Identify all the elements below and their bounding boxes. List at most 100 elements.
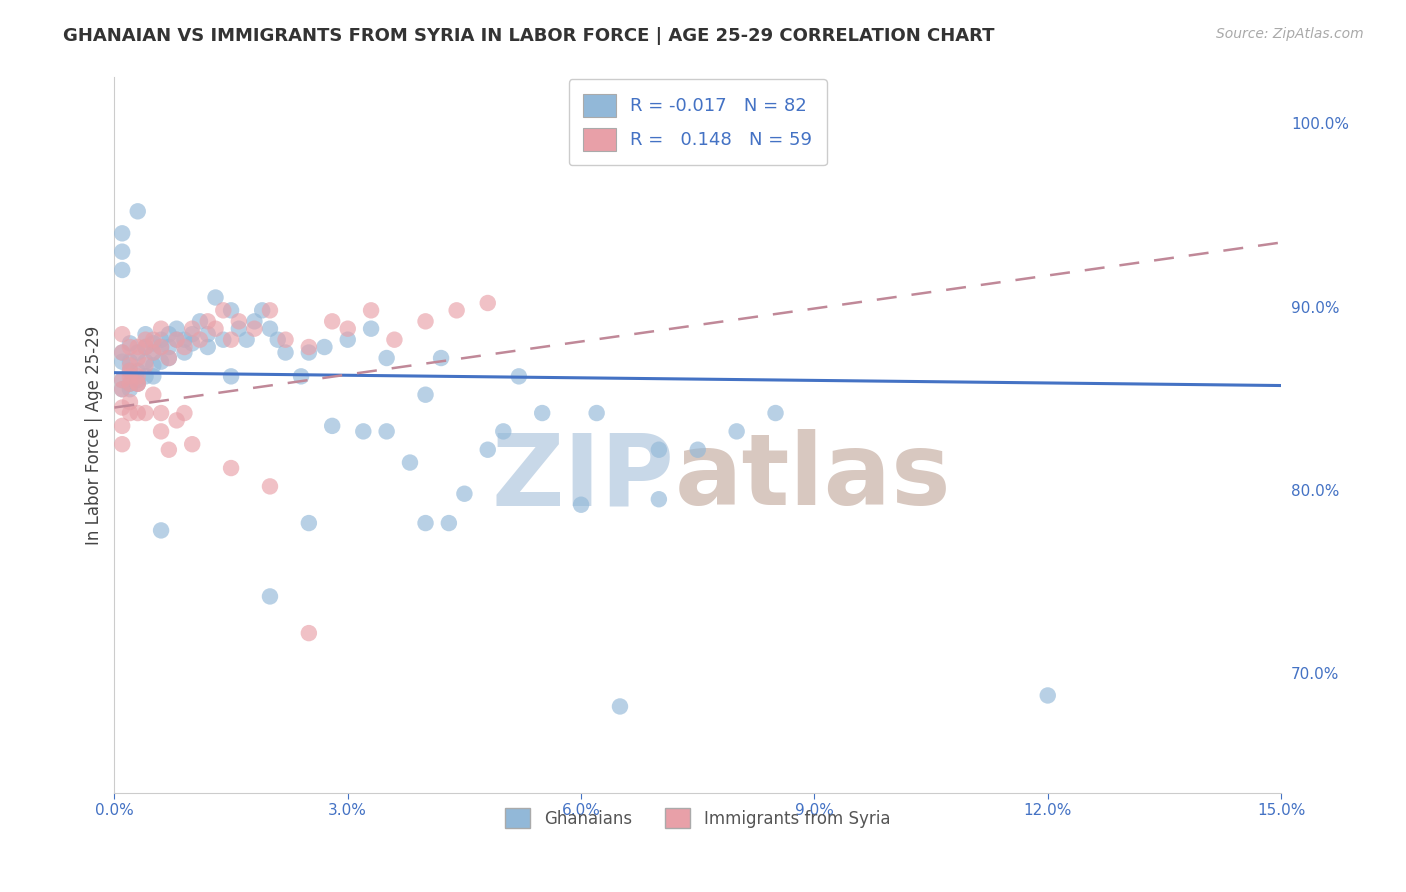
Point — [188, 314, 211, 328]
Point — [111, 382, 134, 396]
Point — [686, 442, 709, 457]
Point — [274, 345, 297, 359]
Point — [157, 351, 180, 365]
Point — [166, 321, 188, 335]
Point — [531, 406, 554, 420]
Point — [181, 437, 204, 451]
Point — [150, 406, 173, 420]
Point — [188, 333, 211, 347]
Point — [243, 321, 266, 335]
Point — [118, 376, 141, 391]
Point — [298, 626, 321, 640]
Point — [336, 321, 359, 335]
Point — [166, 333, 188, 347]
Point — [111, 244, 134, 259]
Point — [150, 340, 173, 354]
Point — [157, 327, 180, 342]
Point — [437, 516, 460, 530]
Point — [142, 369, 165, 384]
Text: ZIP: ZIP — [492, 429, 675, 526]
Point — [118, 406, 141, 420]
Point — [181, 336, 204, 351]
Point — [127, 345, 149, 359]
Point — [111, 263, 134, 277]
Point — [127, 406, 149, 420]
Point — [142, 336, 165, 351]
Point — [585, 406, 607, 420]
Point — [150, 425, 173, 439]
Point — [150, 321, 173, 335]
Point — [111, 345, 134, 359]
Point — [446, 303, 468, 318]
Point — [1036, 689, 1059, 703]
Point — [135, 359, 157, 373]
Point — [274, 333, 297, 347]
Point — [118, 364, 141, 378]
Point — [314, 340, 336, 354]
Point — [384, 333, 406, 347]
Point — [118, 395, 141, 409]
Point — [127, 376, 149, 391]
Point — [235, 333, 257, 347]
Point — [219, 461, 242, 475]
Point — [415, 516, 437, 530]
Point — [127, 369, 149, 384]
Point — [321, 314, 343, 328]
Point — [609, 699, 631, 714]
Point — [111, 373, 134, 387]
Point — [336, 333, 359, 347]
Point — [127, 364, 149, 378]
Point — [243, 314, 266, 328]
Point — [111, 354, 134, 368]
Point — [111, 401, 134, 415]
Point — [259, 303, 281, 318]
Point — [173, 406, 195, 420]
Point — [219, 303, 242, 318]
Point — [111, 345, 134, 359]
Point — [259, 590, 281, 604]
Point — [150, 524, 173, 538]
Point — [127, 373, 149, 387]
Point — [157, 442, 180, 457]
Point — [127, 340, 149, 354]
Point — [181, 321, 204, 335]
Point — [298, 340, 321, 354]
Point — [197, 340, 219, 354]
Point — [135, 354, 157, 368]
Point — [135, 333, 157, 347]
Point — [765, 406, 787, 420]
Point — [173, 340, 195, 354]
Point — [492, 425, 515, 439]
Point — [118, 376, 141, 391]
Point — [157, 340, 180, 354]
Point — [259, 479, 281, 493]
Point — [298, 516, 321, 530]
Point — [375, 425, 398, 439]
Point — [173, 333, 195, 347]
Point — [111, 373, 134, 387]
Point — [648, 442, 671, 457]
Point — [204, 321, 226, 335]
Point — [135, 327, 157, 342]
Point — [166, 333, 188, 347]
Point — [111, 227, 134, 241]
Point — [725, 425, 748, 439]
Text: Source: ZipAtlas.com: Source: ZipAtlas.com — [1216, 27, 1364, 41]
Point — [118, 354, 141, 368]
Point — [259, 321, 281, 335]
Point — [453, 487, 475, 501]
Point — [118, 364, 141, 378]
Point — [166, 413, 188, 427]
Point — [197, 327, 219, 342]
Point — [228, 321, 250, 335]
Legend: Ghanaians, Immigrants from Syria: Ghanaians, Immigrants from Syria — [499, 802, 897, 834]
Point — [142, 333, 165, 347]
Point — [267, 333, 290, 347]
Point — [150, 340, 173, 354]
Point — [430, 351, 453, 365]
Point — [321, 418, 343, 433]
Point — [127, 204, 149, 219]
Point — [157, 351, 180, 365]
Point — [111, 437, 134, 451]
Point — [298, 345, 321, 359]
